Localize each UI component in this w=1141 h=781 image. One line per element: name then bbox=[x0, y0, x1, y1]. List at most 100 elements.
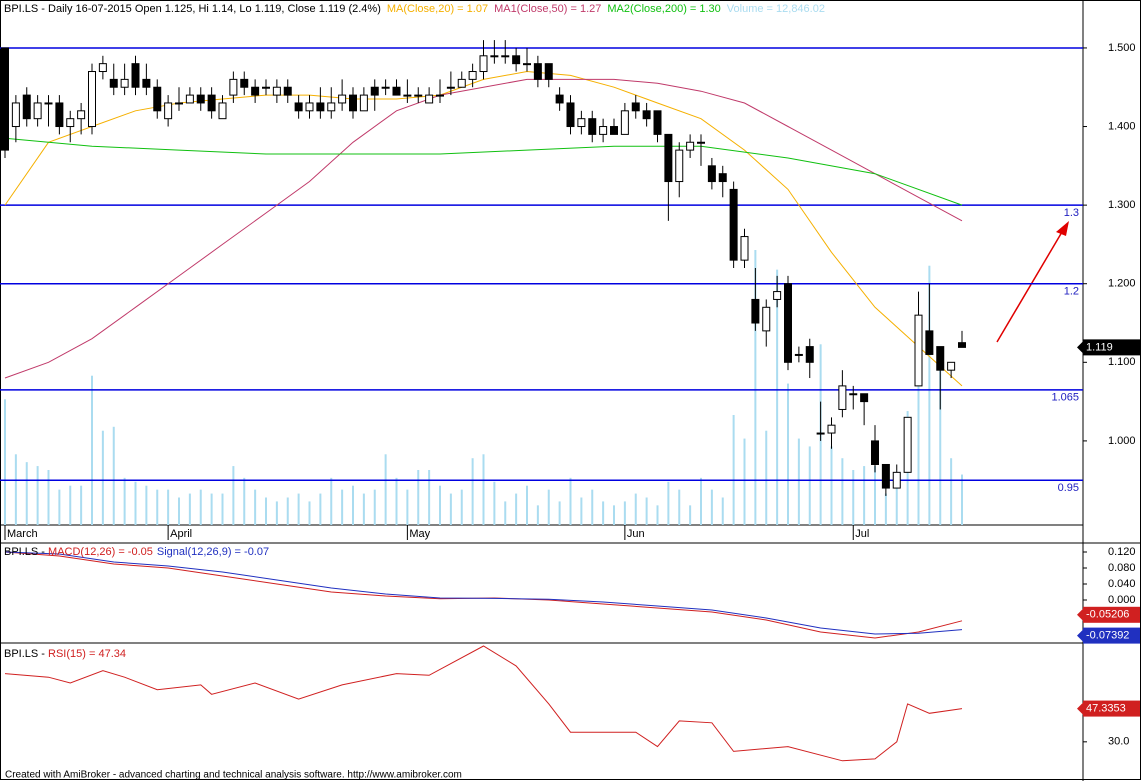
candle-body bbox=[718, 173, 727, 183]
volume-bar bbox=[667, 481, 670, 525]
candle-body bbox=[457, 78, 466, 88]
candle-body bbox=[88, 71, 96, 128]
volume-bar bbox=[384, 454, 387, 525]
volume-bar bbox=[700, 477, 702, 525]
volume-bar bbox=[482, 454, 485, 525]
y-tick-label: 30.0 bbox=[1108, 736, 1129, 748]
volume-bar bbox=[25, 462, 28, 525]
volume-bar bbox=[754, 250, 757, 525]
candle-body bbox=[272, 86, 281, 96]
volume-bar bbox=[569, 477, 572, 525]
volume-bar bbox=[797, 438, 800, 525]
volume-bar bbox=[732, 415, 735, 525]
volume-bar bbox=[830, 446, 833, 525]
candle-body bbox=[805, 346, 814, 363]
volume-bar bbox=[210, 493, 213, 525]
candle-body bbox=[664, 133, 673, 183]
volume-bar bbox=[493, 481, 496, 525]
y-tick-label: 0.000 bbox=[1108, 594, 1136, 606]
volume-bar bbox=[917, 356, 920, 525]
candle-body bbox=[381, 86, 390, 89]
volume-bar bbox=[950, 458, 953, 525]
candle-body bbox=[958, 342, 966, 348]
candle-body bbox=[196, 94, 205, 104]
candle-body bbox=[142, 78, 151, 88]
legend-entry: RSI(15) = 47.34 bbox=[48, 648, 126, 660]
candle-body bbox=[120, 78, 129, 88]
volume-bar bbox=[123, 477, 126, 525]
volume-bar bbox=[254, 489, 257, 525]
volume-bar bbox=[460, 489, 463, 525]
legend-entry: MA1(Close,50) = 1.27 bbox=[494, 3, 601, 15]
volume-bar bbox=[91, 375, 93, 525]
header-part: BPI.LS - bbox=[4, 546, 48, 558]
candle-body bbox=[283, 86, 292, 96]
candle-body bbox=[588, 118, 597, 135]
x-tick-label: Jun bbox=[627, 528, 645, 540]
candle-body bbox=[446, 86, 455, 89]
candle-body bbox=[914, 314, 923, 387]
indicator-line bbox=[4, 137, 963, 206]
value-marker bbox=[1083, 627, 1140, 644]
volume-bar bbox=[863, 466, 866, 525]
volume-bar bbox=[884, 493, 887, 525]
volume-bar bbox=[580, 497, 583, 525]
value-marker-tip bbox=[1077, 608, 1083, 621]
candle-body bbox=[153, 86, 162, 112]
candle-body bbox=[860, 393, 869, 403]
candle-body bbox=[675, 149, 684, 183]
volume-bar bbox=[536, 505, 539, 525]
trend-arrow bbox=[996, 221, 1069, 343]
volume-bar bbox=[808, 446, 811, 525]
candle-body bbox=[642, 110, 651, 120]
volume-bar bbox=[297, 493, 300, 525]
legend-entry: MA(Close,20) = 1.07 bbox=[387, 3, 488, 15]
volume-bar bbox=[362, 493, 365, 525]
volume-bar bbox=[134, 481, 137, 525]
candle-body bbox=[903, 416, 912, 473]
volume-bar bbox=[14, 454, 17, 525]
volume-bar bbox=[471, 458, 474, 525]
volume-bar bbox=[928, 265, 931, 525]
volume-bar bbox=[678, 489, 681, 525]
candle-body bbox=[207, 94, 216, 112]
y-tick-label: 1.200 bbox=[1108, 278, 1136, 290]
candle-body bbox=[707, 165, 716, 183]
y-tick-label: 1.500 bbox=[1108, 42, 1136, 54]
candle-body bbox=[827, 424, 836, 434]
volume-bar bbox=[199, 489, 202, 525]
candle-body bbox=[740, 236, 749, 261]
candle-body bbox=[251, 86, 260, 96]
candle-body bbox=[131, 63, 140, 88]
candle-body bbox=[620, 110, 629, 135]
volume-bar bbox=[613, 505, 615, 525]
candle-body bbox=[22, 94, 31, 120]
candle-body bbox=[751, 298, 760, 324]
volume-bar bbox=[221, 493, 224, 525]
value-marker-label: 47.3353 bbox=[1086, 702, 1126, 714]
candle-body bbox=[653, 110, 662, 135]
volume-bar bbox=[743, 438, 746, 525]
candle-body bbox=[544, 63, 553, 80]
candle-body bbox=[468, 71, 477, 80]
candle-body bbox=[109, 78, 118, 88]
volume-bar bbox=[428, 470, 431, 525]
candle-body bbox=[686, 141, 695, 151]
candle-body bbox=[794, 353, 803, 356]
value-marker-label: -0.05206 bbox=[1086, 609, 1129, 621]
volume-bar bbox=[178, 497, 180, 525]
value-marker-tip bbox=[1077, 629, 1083, 642]
volume-bar bbox=[156, 489, 159, 525]
candle-body bbox=[784, 283, 792, 363]
y-tick-label: 1.100 bbox=[1108, 356, 1136, 368]
candle-body bbox=[175, 102, 183, 105]
candle-body bbox=[370, 86, 379, 96]
volume-bar bbox=[243, 477, 246, 525]
volume-bar bbox=[80, 485, 83, 525]
volume-bar bbox=[634, 493, 637, 525]
volume-bar bbox=[623, 501, 626, 525]
volume-bar bbox=[602, 501, 605, 525]
volume-bar bbox=[319, 493, 322, 525]
value-marker bbox=[1083, 700, 1140, 717]
volume-bar bbox=[874, 466, 876, 525]
